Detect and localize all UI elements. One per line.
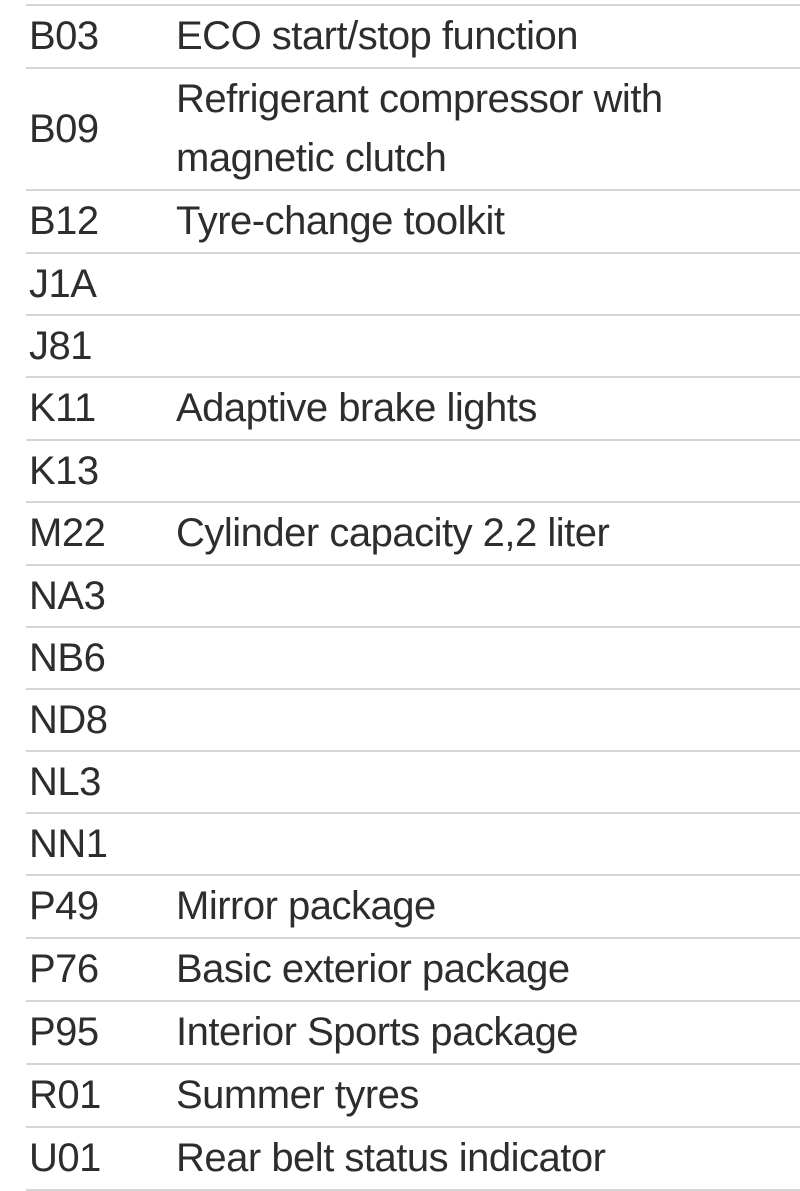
option-description: Interior Sports package xyxy=(176,1010,579,1054)
option-code: J1A xyxy=(29,261,97,306)
table-row: R01 Summer tyres xyxy=(26,1063,800,1126)
option-code: B03 xyxy=(29,14,99,58)
table-row: NA3 xyxy=(26,564,800,626)
table-row: M22 Cylinder capacity 2,2 liter xyxy=(26,501,800,564)
table-row: K11 Adaptive brake lights xyxy=(26,376,800,439)
option-description: Adaptive brake lights xyxy=(176,386,537,430)
option-description: Basic exterior package xyxy=(176,947,570,991)
option-description xyxy=(176,283,776,285)
option-code: K13 xyxy=(29,448,99,493)
option-description: Mirror package xyxy=(176,884,436,928)
option-codes-table: B03 ECO start/stop function B09 Refriger… xyxy=(0,4,800,1191)
option-description xyxy=(176,657,776,659)
option-code: U01 xyxy=(29,1136,101,1180)
table-row: NL3 xyxy=(26,750,800,812)
option-code: P95 xyxy=(29,1010,99,1054)
option-code: P49 xyxy=(29,884,99,928)
table-row: P95 Interior Sports package xyxy=(26,1000,800,1063)
option-description: Refrigerant compressor with magnetic clu… xyxy=(176,77,674,180)
option-code: B12 xyxy=(29,199,99,243)
option-code: NN1 xyxy=(29,821,108,866)
table-row: U01 Rear belt status indicator xyxy=(26,1126,800,1189)
table-row: P49 Mirror package xyxy=(26,874,800,937)
table-row: J81 xyxy=(26,314,800,376)
option-description xyxy=(176,781,776,783)
table-row: NN1 xyxy=(26,812,800,874)
option-description xyxy=(176,470,776,472)
option-code: NL3 xyxy=(29,759,101,804)
option-code: K11 xyxy=(29,386,96,430)
option-description xyxy=(176,345,776,347)
option-description: ECO start/stop function xyxy=(176,14,579,58)
option-description: Cylinder capacity 2,2 liter xyxy=(176,511,610,555)
table-row: K13 xyxy=(26,439,800,501)
option-code: ND8 xyxy=(29,697,108,742)
option-code: NB6 xyxy=(29,635,106,680)
option-code: M22 xyxy=(29,511,106,555)
table-row: ND8 xyxy=(26,688,800,750)
table-row: P76 Basic exterior package xyxy=(26,937,800,1000)
table-row: J1A xyxy=(26,252,800,314)
option-description: Tyre-change toolkit xyxy=(176,199,505,243)
table-row: B03 ECO start/stop function xyxy=(26,4,800,67)
option-description: Summer tyres xyxy=(176,1073,419,1117)
option-code: B09 xyxy=(29,106,99,151)
option-code: J81 xyxy=(29,323,93,368)
option-description: Rear belt status indicator xyxy=(176,1136,606,1180)
option-description xyxy=(176,843,776,845)
option-description xyxy=(176,595,776,597)
table-row: B12 Tyre-change toolkit xyxy=(26,189,800,252)
option-description xyxy=(176,719,776,721)
option-code: NA3 xyxy=(29,573,106,618)
option-code: R01 xyxy=(29,1073,101,1117)
table-row: B09 Refrigerant compressor with magnetic… xyxy=(26,67,800,189)
option-code: P76 xyxy=(29,947,99,991)
table-row: NB6 xyxy=(26,626,800,688)
